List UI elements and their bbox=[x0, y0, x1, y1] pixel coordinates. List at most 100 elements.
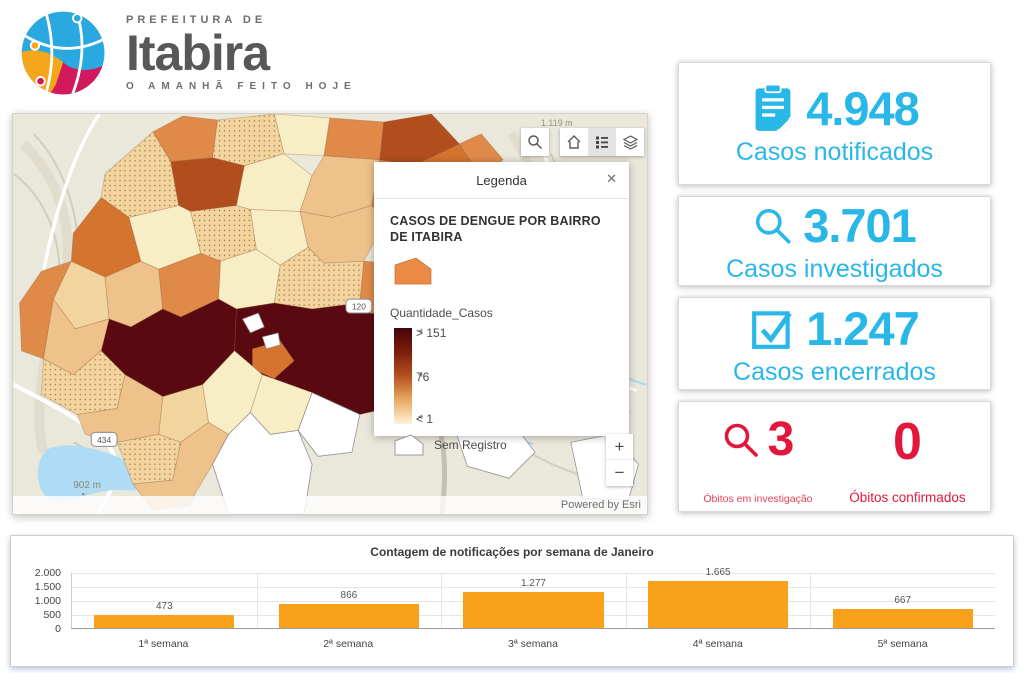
stat-label-obitos-confirmados: Óbitos confirmados bbox=[849, 490, 966, 505]
map-toolbar bbox=[521, 128, 644, 156]
y-tick-label: 1.000 bbox=[34, 595, 61, 607]
card-obitos: 3 Óbitos em investigação 0 Óbitos confir… bbox=[678, 401, 991, 512]
magnifier-icon bbox=[756, 208, 791, 244]
bar-4ª semana[interactable] bbox=[647, 581, 789, 628]
legend-panel: Legenda ✕ CASOS DE DENGUE POR BAIRRO DE … bbox=[374, 162, 629, 456]
weekly-notifications-chart: Contagem de notificações por semana de J… bbox=[10, 535, 1014, 667]
bar-column: 667 bbox=[810, 573, 995, 628]
district-polygon[interactable] bbox=[170, 157, 245, 212]
bar-column: 1.665 bbox=[626, 567, 811, 628]
bar-value-label: 667 bbox=[894, 595, 912, 607]
stat-label-notificados: Casos notificados bbox=[735, 137, 934, 166]
globe-logo-icon bbox=[21, 11, 105, 95]
layer-swatch-icon bbox=[394, 257, 432, 285]
district-polygon[interactable] bbox=[323, 117, 385, 161]
bar-2ª semana[interactable] bbox=[278, 603, 420, 628]
card-casos-encerrados: 1.247 Casos encerrados bbox=[678, 297, 991, 390]
ramp-arrow-icon: ◄ bbox=[416, 326, 424, 335]
bar-column: 866 bbox=[257, 573, 442, 628]
logo-city-name: Itabira bbox=[126, 25, 270, 81]
x-tick-label: 2ª semana bbox=[323, 638, 374, 650]
ramp-arrow-icon: ◄ bbox=[416, 412, 424, 421]
district-polygon-no-data[interactable] bbox=[212, 411, 313, 514]
stat-label-encerrados: Casos encerrados bbox=[733, 357, 936, 386]
legend-no-data-row: Sem Registro bbox=[394, 434, 613, 456]
route-shield-120: 120 bbox=[345, 298, 373, 314]
stat-value-notificados: 4.948 bbox=[806, 81, 920, 135]
bar-5ª semana[interactable] bbox=[832, 609, 973, 628]
stat-value-obitos-investigacao: 3 bbox=[767, 413, 795, 466]
district-dots-overlay bbox=[190, 205, 257, 262]
home-icon bbox=[567, 135, 581, 149]
legend-layer-title: CASOS DE DENGUE POR BAIRRO DE ITABIRA bbox=[390, 214, 601, 244]
district-dots-overlay bbox=[117, 434, 181, 485]
chart-x-axis: 1ª semana 2ª semana 3ª semana 4ª semana 5ª s… bbox=[71, 638, 995, 650]
map-legend-button[interactable] bbox=[588, 128, 616, 156]
stat-value-obitos-confirmados: 0 bbox=[892, 413, 922, 471]
bar-value-label: 866 bbox=[340, 589, 358, 601]
map-attribution: Powered by Esri bbox=[13, 496, 647, 514]
legend-field-name: Quantidade_Casos bbox=[390, 306, 493, 320]
stat-value-encerrados: 1.247 bbox=[806, 301, 920, 355]
y-tick-label: 1.500 bbox=[34, 581, 61, 593]
bar-column: 473 bbox=[72, 573, 257, 628]
prefeitura-itabira-logo: PREFEITURA DE Itabira O AMANHÃ FEITO HOJ… bbox=[18, 6, 357, 100]
x-tick-label: 5ª semana bbox=[877, 638, 928, 650]
legend-title: Legenda bbox=[476, 172, 527, 188]
x-tick-label: 4ª semana bbox=[692, 638, 743, 650]
y-tick-label: 2.000 bbox=[34, 567, 61, 579]
zoom-out-button[interactable]: − bbox=[614, 463, 625, 482]
bar-value-label: 1.665 bbox=[705, 567, 731, 579]
clipboard-icon bbox=[755, 83, 791, 131]
obitos-confirmados-block: 0 Óbitos confirmados bbox=[849, 412, 965, 505]
checkbox-icon bbox=[752, 311, 792, 349]
map-tool-group bbox=[560, 128, 644, 156]
v-gridline bbox=[256, 573, 258, 628]
district-dots-overlay bbox=[212, 114, 285, 166]
x-tick-label: 3ª semana bbox=[507, 638, 558, 650]
card-casos-notificados: 4.948 Casos notificados bbox=[678, 62, 991, 185]
dengue-map[interactable]: 434 120 1.119 m 902 m bbox=[12, 113, 648, 515]
chart-title: Contagem de notificações por semana de J… bbox=[370, 545, 654, 559]
zoom-in-button[interactable]: + bbox=[606, 434, 633, 460]
map-layers-button[interactable] bbox=[616, 128, 644, 156]
bar-1ª semana[interactable] bbox=[94, 614, 235, 628]
obitos-investigacao-block: 3 Óbitos em investigação bbox=[703, 412, 812, 505]
elevation-point bbox=[82, 492, 85, 496]
no-data-swatch-icon bbox=[394, 434, 424, 456]
x-tick-label: 1ª semana bbox=[138, 638, 189, 650]
h-gridline bbox=[72, 587, 995, 588]
v-gridline bbox=[625, 573, 627, 628]
map-search-button[interactable] bbox=[521, 128, 549, 156]
bar-value-label: 1.277 bbox=[520, 578, 546, 590]
district-dots-overlay bbox=[101, 131, 179, 218]
bar-value-label: 473 bbox=[155, 600, 173, 612]
elevation-label-top: 1.119 m bbox=[541, 118, 573, 128]
legend-color-ramp: ◄ > 151 ◄ 76 ◄ < 1 bbox=[394, 326, 613, 426]
svg-text:434: 434 bbox=[97, 435, 111, 445]
map-home-button[interactable] bbox=[560, 128, 588, 156]
stat-label-investigados: Casos investigados bbox=[726, 255, 943, 283]
elevation-label-bottom: 902 m bbox=[73, 480, 101, 491]
legend-list-icon bbox=[596, 136, 608, 149]
district-polygon-no-data[interactable] bbox=[297, 392, 361, 457]
chart-y-axis: 2.000 1.500 1.000 500 0 bbox=[25, 567, 67, 635]
bar-3ª semana[interactable] bbox=[463, 592, 604, 628]
stat-label-obitos-investigacao: Óbitos em investigação bbox=[703, 493, 813, 505]
district-polygon-no-data[interactable] bbox=[241, 312, 265, 334]
route-shield-434: 434 bbox=[90, 431, 118, 447]
legend-header: Legenda ✕ bbox=[374, 162, 629, 199]
chart-plot-area: 473 866 1.277 1.665 667 bbox=[71, 567, 995, 629]
map-zoom-control: + − bbox=[606, 434, 633, 486]
magnifier-icon bbox=[724, 423, 758, 457]
district-polygon-no-data[interactable] bbox=[261, 332, 281, 350]
ramp-arrow-icon: ◄ bbox=[416, 370, 424, 379]
card-casos-investigados: 3.701 Casos investigados bbox=[678, 196, 991, 286]
ramp-gradient bbox=[394, 328, 412, 424]
stats-column: 4.948 Casos notificados 3.701 Casos inve… bbox=[678, 62, 991, 512]
bar-column: 1.277 bbox=[441, 573, 626, 628]
logo-top-line: PREFEITURA DE bbox=[126, 14, 267, 26]
legend-close-button[interactable]: ✕ bbox=[606, 171, 617, 186]
v-gridline bbox=[810, 573, 812, 628]
v-gridline bbox=[441, 573, 443, 628]
